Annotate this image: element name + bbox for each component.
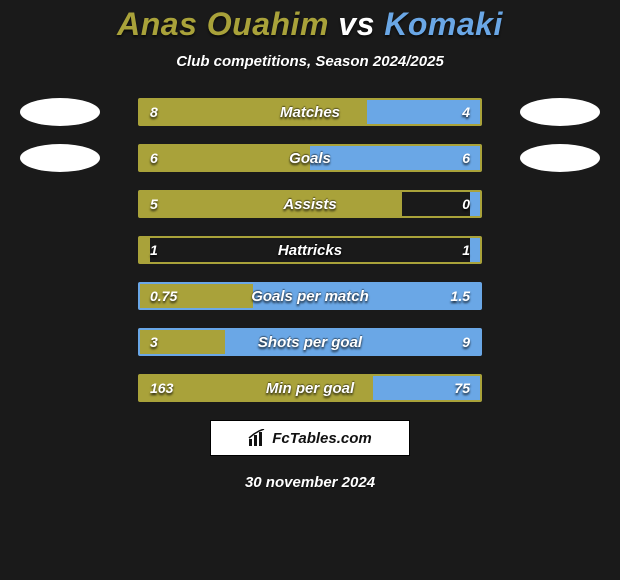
- stat-bar-right: [470, 192, 480, 216]
- stat-bar-left: [140, 330, 225, 354]
- stat-bar-right: [225, 330, 480, 354]
- stat-row: 50Assists: [138, 190, 482, 218]
- title-player1: Anas Ouahim: [117, 6, 329, 42]
- stat-row: 84Matches: [138, 98, 482, 126]
- chart-bars-icon: [248, 429, 268, 447]
- player2-flag-1: [520, 144, 600, 172]
- subtitle: Club competitions, Season 2024/2025: [0, 53, 620, 70]
- stat-bar-left: [140, 376, 373, 400]
- stat-row: 16375Min per goal: [138, 374, 482, 402]
- stat-bar-left: [140, 100, 367, 124]
- title-player2: Komaki: [384, 6, 503, 42]
- player2-flag-0: [520, 98, 600, 126]
- stat-label: Hattricks: [140, 238, 480, 262]
- title-vs: vs: [338, 6, 375, 42]
- stat-row: 0.751.5Goals per match: [138, 282, 482, 310]
- player1-flag-1: [20, 144, 100, 172]
- stat-value-left: 1: [150, 238, 158, 262]
- stat-bar-right: [367, 100, 480, 124]
- watermark-badge: FcTables.com: [210, 420, 410, 456]
- stat-row: 39Shots per goal: [138, 328, 482, 356]
- stat-bar-right: [373, 376, 480, 400]
- stat-row: 11Hattricks: [138, 236, 482, 264]
- date-text: 30 november 2024: [0, 474, 620, 491]
- watermark-text: FcTables.com: [272, 430, 371, 447]
- stat-row: 66Goals: [138, 144, 482, 172]
- stat-bar-left: [140, 284, 253, 308]
- stat-bar-left: [140, 238, 150, 262]
- stat-bar-right: [253, 284, 480, 308]
- stat-bar-right: [310, 146, 480, 170]
- comparison-chart: 84Matches 66Goals 50Assists 11Hattricks 0.75…: [0, 98, 620, 402]
- stat-bar-right: [470, 238, 480, 262]
- stat-bar-left: [140, 192, 402, 216]
- stat-bar-left: [140, 146, 310, 170]
- player1-flag-0: [20, 98, 100, 126]
